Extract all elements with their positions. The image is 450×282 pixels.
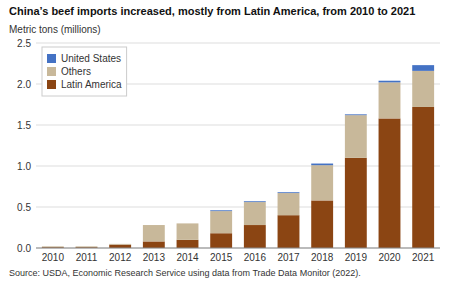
bar-segment bbox=[311, 165, 333, 200]
grid bbox=[36, 43, 440, 248]
bar-segment bbox=[210, 233, 232, 248]
legend-frame bbox=[42, 47, 127, 96]
legend-label: Latin America bbox=[61, 79, 122, 90]
y-axis-label: Metric tons (millions) bbox=[9, 24, 101, 35]
bar-segment bbox=[412, 65, 434, 71]
legend-swatch bbox=[47, 80, 56, 89]
x-tick-label: 2012 bbox=[109, 252, 132, 263]
y-tick-label: 1.5 bbox=[17, 120, 31, 131]
x-tick-label: 2021 bbox=[412, 252, 435, 263]
bar-segment bbox=[244, 225, 266, 248]
x-tick-label: 2017 bbox=[277, 252, 300, 263]
chart: China’s beef imports increased, mostly f… bbox=[0, 0, 450, 282]
y-tick-label: 1.0 bbox=[17, 161, 31, 172]
x-tick-label: 2019 bbox=[345, 252, 368, 263]
bar-segment bbox=[311, 164, 333, 166]
bar-segment bbox=[345, 158, 367, 248]
bar-segment bbox=[76, 246, 98, 247]
legend-label: Others bbox=[61, 66, 91, 77]
bar-segment bbox=[177, 223, 199, 224]
bar-segment bbox=[278, 215, 300, 248]
bar-segment bbox=[278, 192, 300, 194]
bar-segment bbox=[143, 241, 165, 248]
y-tick-label: 0.5 bbox=[17, 202, 31, 213]
bar-segment bbox=[244, 201, 266, 203]
bar-segment bbox=[412, 71, 434, 107]
title: China’s beef imports increased, mostly f… bbox=[9, 5, 415, 17]
bar-segment bbox=[177, 240, 199, 248]
grid-line bbox=[36, 248, 440, 249]
x-tick-label: 2018 bbox=[311, 252, 334, 263]
bar-segment bbox=[210, 211, 232, 233]
y-tick-label: 2.0 bbox=[17, 79, 31, 90]
x-tick-label: 2014 bbox=[176, 252, 199, 263]
bar-segment bbox=[109, 243, 131, 245]
bar-segment bbox=[278, 193, 300, 215]
legend-label: United States bbox=[61, 53, 121, 64]
y-tick-label: 2.5 bbox=[17, 38, 31, 49]
bar-segment bbox=[143, 225, 165, 226]
bar-segment bbox=[345, 114, 367, 116]
source-note: Source: USDA, Economic Research Service … bbox=[9, 268, 361, 278]
x-tick-label: 2016 bbox=[244, 252, 267, 263]
bar-segment bbox=[42, 246, 64, 247]
bar-segment bbox=[412, 107, 434, 248]
bar-segment bbox=[244, 202, 266, 225]
x-tick-label: 2015 bbox=[210, 252, 233, 263]
x-tick-label: 2011 bbox=[76, 252, 98, 263]
bar-segment bbox=[311, 200, 333, 248]
grid-line bbox=[36, 43, 440, 44]
bar-segment bbox=[143, 225, 165, 241]
bar-segment bbox=[345, 115, 367, 158]
bar-segment bbox=[109, 243, 131, 244]
legend: United States Others Latin America bbox=[42, 47, 127, 96]
bar-segment bbox=[210, 210, 232, 212]
x-axis-line bbox=[36, 248, 440, 249]
bar-segment bbox=[42, 246, 64, 248]
bar-segment bbox=[76, 246, 98, 248]
bar-segment bbox=[177, 223, 199, 239]
y-tick-label: 0.0 bbox=[17, 243, 31, 254]
x-tick-label: 2013 bbox=[143, 252, 166, 263]
legend-swatch bbox=[47, 54, 56, 63]
bar-segment bbox=[379, 118, 401, 248]
bar-segment bbox=[379, 81, 401, 83]
x-tick-label: 2010 bbox=[42, 252, 65, 263]
legend-swatch bbox=[47, 67, 56, 76]
bar-segment bbox=[379, 82, 401, 118]
x-tick-label: 2020 bbox=[378, 252, 401, 263]
